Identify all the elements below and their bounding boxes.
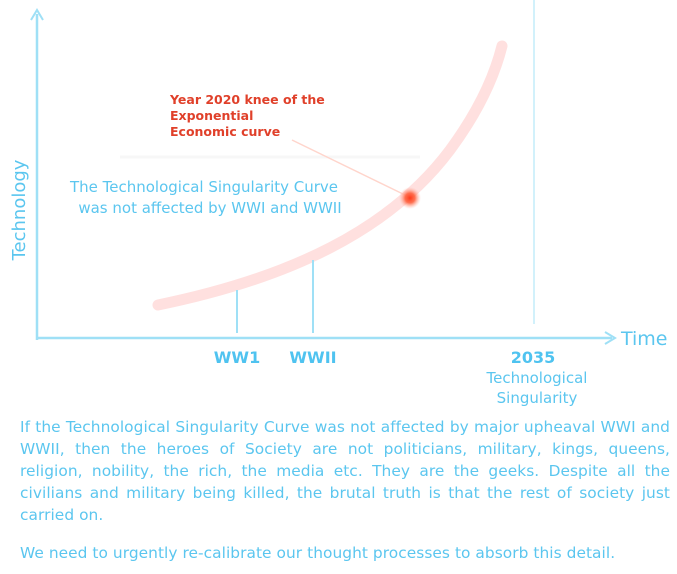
annotation-line3: Economic curve [170, 124, 280, 139]
singularity-caption-line2: Singularity [497, 389, 578, 407]
y-axis-arrowhead [30, 8, 44, 21]
year-2020-dot [399, 187, 421, 209]
body-paragraph-1: If the Technological Singularity Curve w… [20, 418, 670, 524]
body-paragraph-2: We need to urgently re-calibrate our tho… [20, 544, 616, 562]
y-axis-label: Technology [9, 159, 30, 261]
x-axis-arrowhead [604, 331, 617, 345]
annotation-line2: Exponential [170, 108, 253, 123]
ww1-label: WW1 [214, 348, 260, 367]
x-axis-label: Time [620, 328, 668, 350]
singularity-diagram: Time Technology WW1 WWII 2035 Technologi… [9, 0, 668, 407]
annotation-line1: Year 2020 knee of the [169, 92, 325, 107]
singularity-curve [152, 40, 508, 311]
singularity-year-label: 2035 [511, 348, 556, 367]
annotation-leader-line [291, 139, 406, 196]
singularity-caption-line1: Technological [486, 369, 588, 387]
curve-note-line2: was not affected by WWI and WWII [78, 199, 341, 217]
wwii-label: WWII [289, 348, 336, 367]
curve-note-line1: The Technological Singularity Curve [69, 178, 338, 196]
